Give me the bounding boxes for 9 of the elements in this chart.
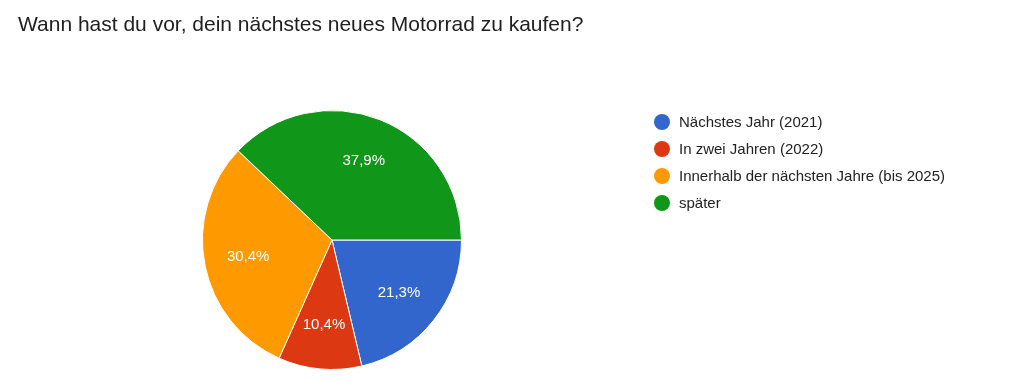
legend-label: In zwei Jahren (2022) <box>679 140 824 157</box>
legend-label: Nächstes Jahr (2021) <box>679 113 823 130</box>
data-label: 37,9% <box>342 150 385 168</box>
legend-label: später <box>679 194 721 211</box>
data-label: 21,3% <box>377 283 421 301</box>
data-label: 10,4% <box>302 315 346 333</box>
data-label: 30,4% <box>226 246 270 264</box>
legend-label: Innerhalb der nächsten Jahre (bis 2025) <box>679 167 946 184</box>
chart-title: Wann hast du vor, dein nächstes neues Motorrad zu kaufen? <box>18 12 584 36</box>
